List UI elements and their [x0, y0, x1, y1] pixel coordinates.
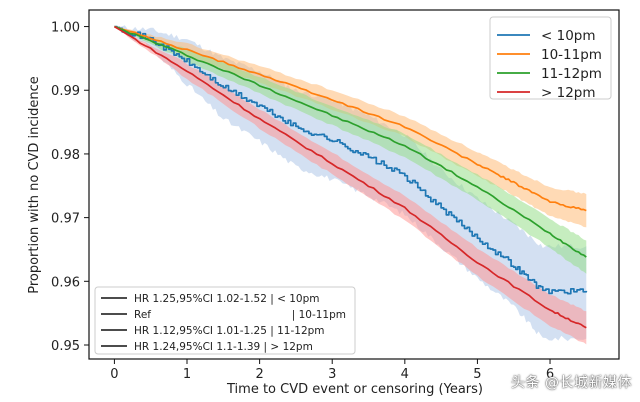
- legend-label: < 10pm: [541, 28, 596, 44]
- x-axis-ticks: 0 1 2 3 4 5 6: [110, 359, 554, 382]
- hr-legend-label: HR 1.12,95%CI 1.01-1.25 | 11-12pm: [134, 325, 325, 337]
- x-tick-label: 0: [110, 367, 118, 382]
- series-line-1: [114, 25, 587, 212]
- y-tick-label: 0.99: [51, 84, 80, 99]
- ci-band-3: [114, 26, 587, 345]
- ci-band-1: [114, 26, 587, 228]
- hr-legend-label: Ref: [134, 309, 151, 321]
- ci-bands: [114, 25, 587, 345]
- series-line-0: [114, 25, 588, 295]
- x-axis-label: Time to CVD event or censoring (Years): [226, 382, 483, 397]
- y-axis-ticks: 1.00 0.99 0.98 0.97 0.96 0.95: [51, 21, 89, 354]
- watermark: 头条 @长城新媒体: [511, 375, 632, 391]
- hr-legend-box: [94, 286, 356, 355]
- series-legend-box: [489, 16, 612, 100]
- series-line-2: [114, 25, 587, 258]
- y-tick-label: 0.98: [51, 148, 80, 163]
- x-tick-label: 6: [546, 367, 554, 382]
- y-tick-label: 0.96: [51, 275, 80, 290]
- plot-frame: [88, 9, 620, 360]
- y-axis-label: Proportion with no CVD incidence: [27, 76, 42, 294]
- x-tick-label: 5: [473, 367, 481, 382]
- hr-legend-label: HR 1.24,95%CI 1.1-1.39 | > 12pm: [134, 341, 313, 353]
- survival-lines: [113, 25, 588, 329]
- x-tick-label: 2: [255, 367, 263, 382]
- legend-label: 11-12pm: [541, 66, 602, 82]
- series-legend: < 10pm 10-11pm 11-12pm > 12pm: [489, 16, 612, 101]
- y-tick-label: 0.95: [51, 339, 80, 354]
- hr-legend-label-right: | 10-11pm: [292, 309, 346, 321]
- y-tick-label: 1.00: [51, 21, 80, 36]
- x-tick-label: 3: [328, 367, 336, 382]
- series-line-3: [113, 25, 587, 329]
- y-tick-label: 0.97: [51, 212, 80, 227]
- legend-label: 10-11pm: [541, 47, 602, 63]
- x-tick-label: 1: [183, 367, 191, 382]
- hr-legend: HR 1.25,95%CI 1.02-1.52 | < 10pm Ref | 10-…: [94, 286, 356, 355]
- x-tick-label: 4: [401, 367, 409, 382]
- hr-legend-label: HR 1.25,95%CI 1.02-1.52 | < 10pm: [134, 293, 320, 305]
- legend-label: > 12pm: [541, 85, 596, 101]
